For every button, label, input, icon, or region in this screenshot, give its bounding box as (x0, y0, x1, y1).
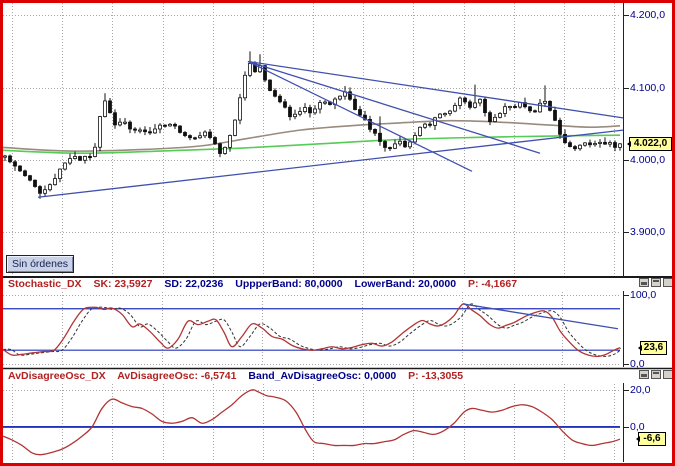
oscillator-value-tag: -6,6 (636, 432, 666, 446)
main-axis-tick-4000: 4.000,0 (630, 154, 666, 166)
close-icon[interactable] (663, 278, 673, 287)
stochastic-upperband-value: UppperBand: 80,0000 (235, 278, 343, 290)
osc-axis-tick-0: 0,0 (630, 421, 645, 433)
stochastic-panel-controls (639, 278, 673, 287)
oscillator-panel-controls (639, 370, 673, 379)
stochastic-header: Stochastic_DX SK: 23,5927 SD: 22,0236 Up… (8, 278, 526, 290)
close-icon[interactable] (663, 370, 673, 379)
oscillator-band-value: Band_AvDisagreeOsc: 0,0000 (248, 370, 397, 382)
stochastic-sk-value: SK: 23,5927 (93, 278, 153, 290)
stoch-axis-tick-100: 100,0 (630, 289, 657, 301)
stochastic-lowerband-value: LowerBand: 20,0000 (354, 278, 457, 290)
maximize-icon[interactable] (651, 370, 661, 379)
minimize-icon[interactable] (639, 278, 649, 287)
minimize-icon[interactable] (639, 370, 649, 379)
no-orders-button[interactable]: Sin órdenes (6, 255, 75, 273)
stochastic-title: Stochastic_DX (8, 278, 82, 290)
main-axis-tick-4200: 4.200,0 (630, 9, 666, 21)
oscillator-p-value: P: -13,3055 (408, 370, 464, 382)
main-axis-tick-4100: 4.100,0 (630, 82, 666, 94)
oscillator-header: AvDisagreeOsc_DX AvDisagreeOsc: -6,5741 … (8, 370, 472, 382)
oscillator-value: AvDisagreeOsc: -6,5741 (117, 370, 237, 382)
stochastic-p-value: P: -4,1667 (468, 278, 518, 290)
stochastic-sd-value: SD: 22,0236 (164, 278, 224, 290)
main-axis-tick-3900: 3.900,0 (630, 226, 666, 238)
osc-axis-tick-20: 20,0 (630, 384, 651, 396)
oscillator-title: AvDisagreeOsc_DX (8, 370, 106, 382)
last-price-tag: 4.022,0 (627, 137, 672, 151)
maximize-icon[interactable] (651, 278, 661, 287)
stoch-axis-tick-0: 0,0 (630, 358, 645, 370)
stochastic-value-tag: 23,6 (638, 341, 667, 355)
